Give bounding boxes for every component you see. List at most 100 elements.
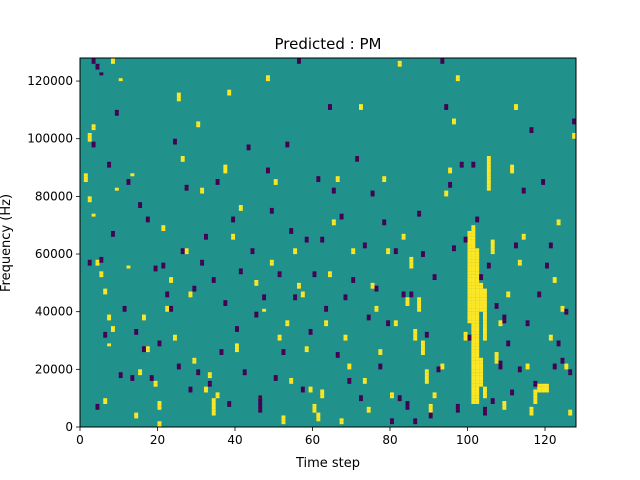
cell-positive — [545, 383, 549, 387]
cell-negative — [529, 127, 534, 131]
cell-positive — [471, 363, 476, 367]
cell-negative — [130, 377, 135, 381]
cell-positive — [188, 291, 193, 295]
cell-positive — [320, 392, 325, 396]
cell-positive — [471, 343, 476, 347]
cell-negative — [459, 164, 464, 168]
cell-negative — [514, 242, 518, 246]
cell-positive — [486, 187, 491, 191]
cell-positive — [254, 282, 259, 286]
cell-negative — [103, 334, 108, 338]
cell-negative — [107, 164, 112, 168]
cell-negative — [328, 107, 332, 110]
cell-negative — [262, 294, 267, 298]
heatmap-background — [80, 58, 576, 427]
cell-positive — [475, 323, 480, 327]
cell-positive — [529, 406, 534, 410]
cell-positive — [157, 424, 162, 428]
cell-positive — [556, 222, 561, 226]
cell-positive — [114, 187, 119, 191]
cell-negative — [114, 112, 119, 116]
cell-positive — [471, 303, 476, 306]
cell-positive — [157, 403, 162, 407]
cell-positive — [227, 92, 232, 96]
cell-positive — [393, 320, 398, 324]
cell-negative — [153, 265, 158, 269]
cell-positive — [479, 300, 484, 304]
cell-positive — [254, 279, 259, 283]
cell-negative — [207, 380, 212, 384]
cell-positive — [471, 245, 476, 249]
plot-area — [79, 57, 577, 428]
cell-negative — [335, 354, 340, 358]
cell-positive — [235, 349, 239, 353]
cell-negative — [335, 352, 340, 355]
cell-positive — [390, 395, 394, 399]
cell-positive — [479, 377, 484, 381]
cell-positive — [475, 360, 480, 364]
cell-positive — [471, 401, 476, 404]
cell-positive — [471, 311, 476, 315]
cell-positive — [444, 193, 449, 197]
cell-negative — [409, 291, 414, 295]
cell-negative — [343, 294, 348, 298]
cell-positive — [184, 251, 189, 255]
cell-positive — [111, 328, 115, 332]
cell-negative — [541, 179, 546, 183]
cell-positive — [297, 282, 301, 286]
cell-positive — [413, 328, 418, 332]
cell-positive — [467, 311, 472, 315]
cell-positive — [467, 259, 472, 263]
cell-positive — [471, 340, 476, 344]
cell-positive — [475, 320, 480, 324]
cell-negative — [238, 268, 243, 272]
cell-positive — [103, 401, 108, 404]
cell-negative — [196, 369, 201, 373]
cell-positive — [494, 360, 499, 364]
cell-positive — [293, 248, 298, 252]
cell-positive — [432, 395, 437, 399]
cell-negative — [118, 372, 123, 376]
cell-negative — [486, 265, 491, 269]
cell-positive — [471, 331, 476, 335]
cell-positive — [428, 409, 433, 413]
cell-negative — [440, 60, 445, 64]
cell-negative — [359, 395, 363, 399]
cell-positive — [479, 285, 484, 289]
cell-negative — [266, 167, 270, 171]
cell-negative — [87, 259, 92, 263]
cell-negative — [448, 184, 453, 188]
cell-positive — [471, 349, 476, 353]
cell-positive — [483, 320, 487, 324]
cell-negative — [421, 251, 425, 255]
cell-negative — [173, 141, 177, 145]
cell-positive — [506, 291, 511, 295]
x-axis-label: Time step — [295, 456, 360, 471]
cell-positive — [281, 421, 286, 425]
cell-negative — [502, 320, 507, 324]
cell-negative — [165, 294, 170, 298]
cell-positive — [111, 58, 115, 61]
cell-negative — [91, 58, 96, 61]
cell-positive — [409, 265, 414, 269]
cell-negative — [366, 314, 371, 318]
cell-positive — [471, 386, 476, 390]
cell-positive — [463, 337, 468, 341]
cell-positive — [486, 179, 491, 183]
cell-positive — [467, 308, 472, 312]
cell-positive — [475, 254, 480, 257]
cell-positive — [548, 334, 553, 338]
cell-negative — [440, 58, 445, 61]
cell-positive — [103, 288, 108, 292]
cell-negative — [390, 418, 394, 422]
cell-positive — [413, 334, 418, 338]
cell-positive — [475, 395, 480, 399]
cell-positive — [560, 305, 565, 309]
cell-positive — [196, 121, 201, 125]
cell-positive — [142, 317, 146, 321]
cell-positive — [370, 282, 375, 286]
cell-negative — [242, 369, 247, 373]
cell-negative — [157, 343, 162, 347]
cell-positive — [486, 176, 491, 180]
cell-positive — [169, 279, 174, 283]
